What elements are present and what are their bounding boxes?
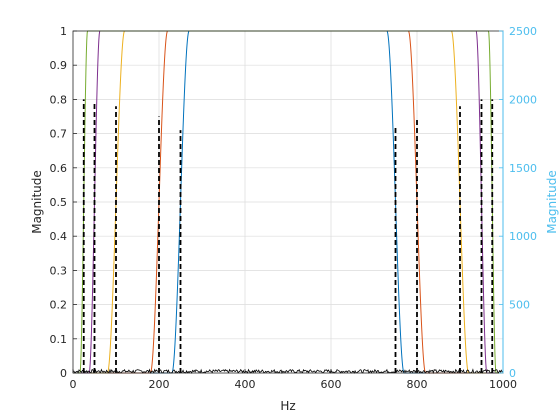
left-y-tick-label: 0.6: [50, 162, 68, 175]
right-y-axis-title: Magnitude: [545, 170, 559, 234]
left-y-axis-title: Magnitude: [30, 170, 44, 234]
grid-lines: [73, 31, 503, 373]
x-axis-title: Hz: [280, 399, 295, 413]
right-y-tick-label: 2500: [509, 25, 537, 38]
left-y-axis-ticks: 0 0.1 0.2 0.3 0.4 0.5 0.6 0.7 0.8 0.9 1: [50, 25, 77, 380]
left-y-tick-label: 0.7: [50, 128, 68, 141]
left-y-tick-label: 0.3: [50, 264, 68, 277]
left-y-tick-label: 0: [60, 367, 67, 380]
x-tick-label: 800: [407, 378, 428, 391]
right-y-axis-ticks: 0 500 1000 1500 2000 2500: [499, 25, 537, 380]
left-y-tick-label: 0.2: [50, 299, 68, 312]
x-tick-label: 0: [70, 378, 77, 391]
x-axis-ticks: 0 200 400 600 800 1000: [70, 369, 517, 391]
left-y-tick-label: 0.5: [50, 196, 68, 209]
right-y-tick-label: 1000: [509, 230, 537, 243]
x-tick-label: 200: [149, 378, 170, 391]
right-y-tick-label: 500: [509, 299, 530, 312]
right-y-tick-label: 2000: [509, 93, 537, 106]
right-y-tick-label: 1500: [509, 162, 537, 175]
left-y-tick-label: 0.8: [50, 93, 68, 106]
spectrum-baseline: [72, 368, 504, 375]
left-y-tick-label: 0.4: [50, 230, 68, 243]
left-y-tick-label: 1: [60, 25, 67, 38]
x-tick-label: 600: [321, 378, 342, 391]
left-y-tick-label: 0.1: [50, 333, 68, 346]
left-y-tick-label: 0.9: [50, 59, 68, 72]
spectrum-series: [72, 99, 504, 375]
x-tick-label: 400: [235, 378, 256, 391]
x-tick-label: 1000: [489, 378, 517, 391]
right-y-tick-label: 0: [509, 367, 516, 380]
